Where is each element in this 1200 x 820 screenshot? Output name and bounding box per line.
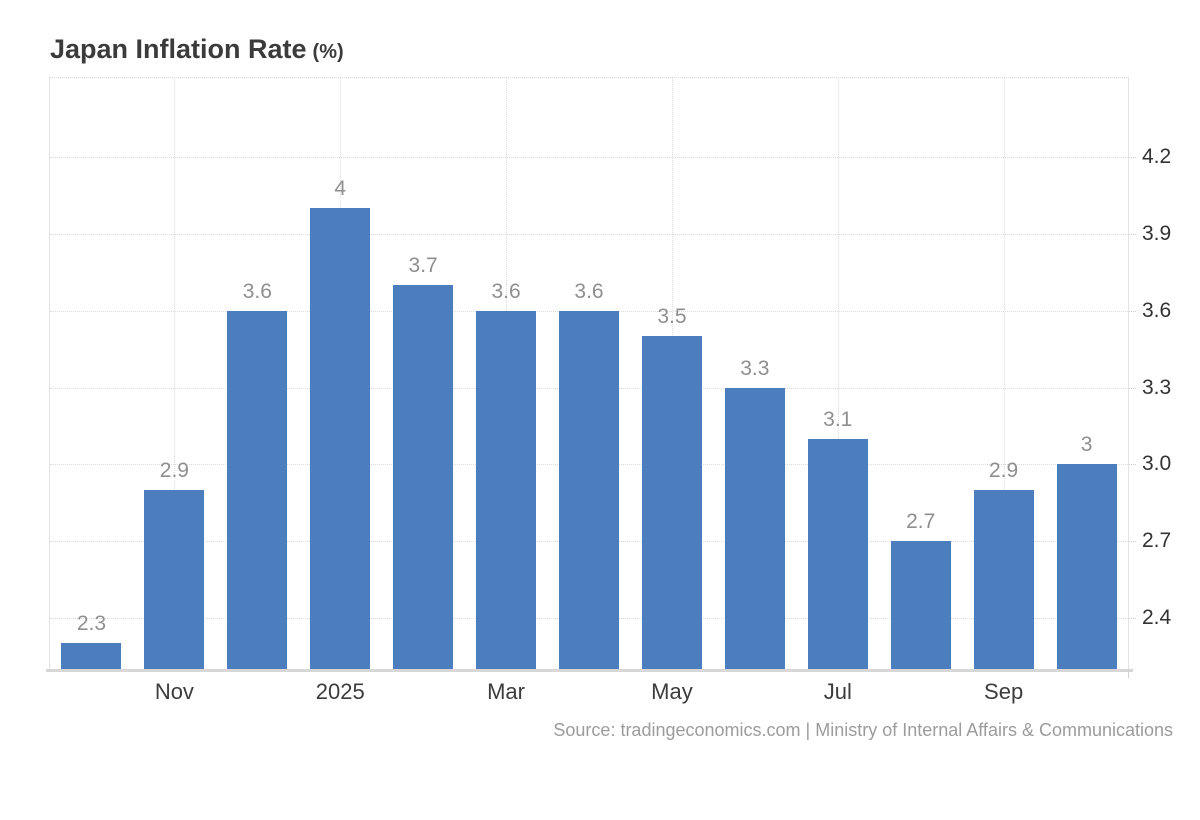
x-axis-tick-label: May xyxy=(651,679,693,704)
bar-value-label: 2.9 xyxy=(989,458,1019,482)
bar[interactable] xyxy=(61,643,122,669)
bar-value-label: 3.6 xyxy=(574,279,604,303)
x-axis-tick-label: Mar xyxy=(487,679,525,704)
bar-value-label: 3.7 xyxy=(408,254,438,278)
bar[interactable] xyxy=(724,387,785,669)
chart-header: Japan Inflation Rate (%) xyxy=(50,34,344,65)
y-axis-tick xyxy=(1129,157,1136,159)
bar[interactable] xyxy=(1056,464,1117,669)
y-axis-tick-label: 2.7 xyxy=(1142,529,1172,553)
bar-value-label: 3.3 xyxy=(740,356,770,380)
bar-value-label: 2.9 xyxy=(159,458,189,482)
gridline-vertical xyxy=(837,78,839,669)
bar-value-label: 2.3 xyxy=(76,612,107,636)
bar-value-label: 3.6 xyxy=(491,279,521,303)
gridline-vertical xyxy=(1003,78,1005,669)
bar[interactable] xyxy=(476,310,537,669)
bar-value-label: 3 xyxy=(1080,433,1093,457)
bar-value-label: 2.7 xyxy=(906,510,936,534)
x-axis-tick-label: 2025 xyxy=(315,679,365,704)
y-axis-tick xyxy=(1129,387,1136,389)
y-axis-tick-label: 3.6 xyxy=(1142,298,1172,322)
bar[interactable] xyxy=(973,489,1034,669)
x-axis-tick-label: Nov xyxy=(154,679,194,704)
y-axis-tick-label: 3.9 xyxy=(1142,222,1172,246)
source-attribution: Source: tradingeconomics.com | Ministry … xyxy=(553,720,1173,740)
bar[interactable] xyxy=(310,208,371,669)
plot-area: 4.2 3.9 3.6 3.3 3.0 2.7 2.4 Nov 2025 Mar May Jul Sep… xyxy=(46,77,1171,704)
bar[interactable] xyxy=(641,336,702,669)
y-axis-tick xyxy=(1129,541,1136,543)
x-axis-line xyxy=(46,669,1133,672)
bar-value-label: 3.1 xyxy=(823,407,853,431)
bar[interactable] xyxy=(807,438,868,669)
gridline-horizontal xyxy=(50,234,1128,236)
y-axis-tick xyxy=(1129,234,1136,236)
x-axis-tick-label: Jul xyxy=(823,679,852,704)
y-axis-tick-label: 3.3 xyxy=(1142,375,1172,399)
y-axis-tick-label: 3.0 xyxy=(1142,452,1172,476)
x-axis-tick-label: Sep xyxy=(984,679,1024,704)
y-axis-tick-label: 2.4 xyxy=(1142,605,1172,629)
y-axis-tick xyxy=(1129,310,1136,312)
x-axis-end-tick xyxy=(1128,669,1129,678)
gridline-vertical xyxy=(174,78,176,669)
y-axis-tick xyxy=(1129,617,1136,619)
bar-value-label: 3.6 xyxy=(242,279,272,303)
chart-unit-label: (%) xyxy=(312,41,344,63)
chart-title: Japan Inflation Rate xyxy=(50,34,307,64)
bar[interactable] xyxy=(890,541,951,669)
gridline-horizontal xyxy=(50,157,1128,159)
y-axis-tick-label: 4.2 xyxy=(1142,145,1172,169)
bar[interactable] xyxy=(559,310,619,669)
bar-value-label: 4 xyxy=(334,177,347,201)
bar-value-label: 3.5 xyxy=(657,305,687,329)
y-axis-tick xyxy=(1129,464,1136,466)
bar[interactable] xyxy=(227,310,288,669)
bar[interactable] xyxy=(144,489,205,669)
bar[interactable] xyxy=(393,285,454,669)
